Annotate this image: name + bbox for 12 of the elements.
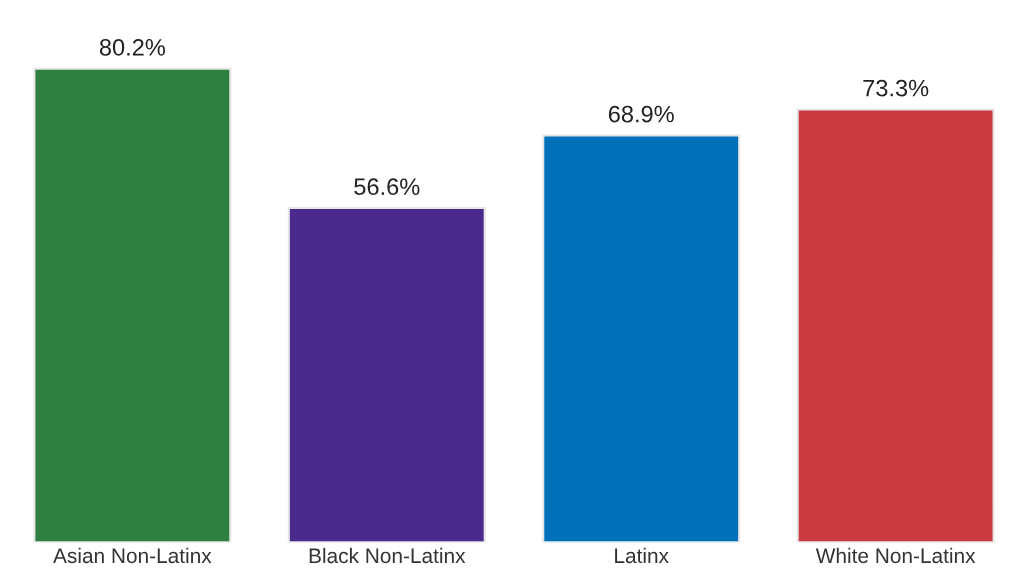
x-tick-label: Asian Non-Latinx: [53, 547, 212, 564]
x-tick-label: White Non-Latinx: [815, 547, 976, 564]
bar: [287, 207, 486, 543]
x-tick-label: Black Non-Latinx: [309, 547, 466, 564]
bar: [542, 134, 741, 543]
bar: [796, 108, 995, 543]
data-label: 56.6%: [354, 178, 420, 196]
bar: [33, 67, 232, 543]
data-label: 80.2%: [99, 39, 165, 56]
data-label: 73.3%: [863, 79, 929, 97]
x-tick-label: Latinx: [615, 547, 669, 564]
data-label: 68.9%: [608, 105, 674, 123]
